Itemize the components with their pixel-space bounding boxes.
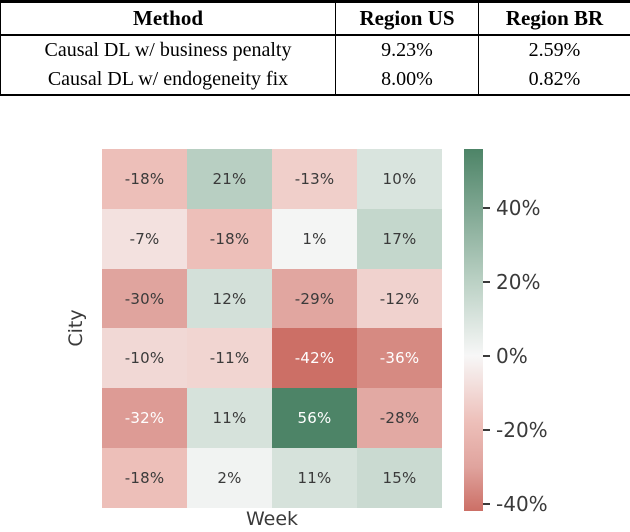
- colorbar-tick: [483, 280, 490, 283]
- table-row: Causal DL w/ business penalty 9.23% 2.59…: [1, 35, 630, 65]
- colorbar-gradient: [464, 149, 483, 511]
- table-header-row: Method Region US Region BR: [0, 1, 630, 36]
- colorbar-tick-label: 40%: [496, 196, 541, 221]
- heatmap-cell-r4c4: -36%: [357, 328, 442, 389]
- heatmap-cell-r6c3: 11%: [272, 448, 357, 508]
- heatmap-cell-r3c1: -30%: [102, 268, 187, 329]
- col-header-method: Method: [0, 1, 336, 36]
- colorbar-tick: [483, 354, 490, 357]
- region-us-cell: 9.23%: [335, 35, 479, 65]
- heatmap-cell-r4c1: -10%: [102, 328, 187, 389]
- y-axis-label: City: [65, 309, 87, 347]
- heatmap-cell-r4c2: -11%: [187, 328, 272, 389]
- col-header-region-us: Region US: [335, 1, 479, 36]
- method-cell: Causal DL w/ endogeneity fix: [47, 68, 289, 90]
- heatmap-cell-r1c1: -18%: [102, 149, 187, 209]
- heatmap-cell-r6c4: 15%: [357, 448, 442, 508]
- heatmap-grid: -18% 21% -13% 10% -7% -18% 1% 17% -30% 12% -29% -12…: [102, 149, 442, 508]
- heatmap-cell-r5c2: 11%: [187, 388, 272, 449]
- results-table: Method Region US Region BR Causal DL w/ …: [0, 0, 630, 96]
- heatmap-cell-r2c2: -18%: [187, 208, 272, 269]
- heatmap-cell-r2c1: -7%: [102, 208, 187, 269]
- heatmap-cell-r4c3: -42%: [272, 328, 357, 389]
- heatmap-cell-r5c4: -28%: [357, 388, 442, 449]
- heatmap-cell-r1c3: -13%: [272, 149, 357, 209]
- heatmap-cell-r1c2: 21%: [187, 149, 272, 209]
- heatmap-cell-r1c4: 10%: [357, 149, 442, 209]
- region-br-cell: 2.59%: [478, 35, 630, 65]
- heatmap-cell-r2c4: 17%: [357, 208, 442, 269]
- heatmap-cell-r2c3: 1%: [272, 208, 357, 269]
- colorbar-ticks: 40% 20% 0% -20% -40%: [483, 149, 583, 516]
- colorbar-tick-label: 20%: [496, 269, 541, 294]
- colorbar-tick: [483, 207, 490, 210]
- region-us-cell: 8.00%: [335, 65, 479, 95]
- method-cell: Causal DL w/ business penalty: [44, 39, 292, 61]
- table-row: Causal DL w/ endogeneity fix 8.00% 0.82%: [1, 65, 630, 95]
- heatmap-cell-r5c3: 56%: [272, 388, 357, 449]
- heatmap-cell-r3c2: 12%: [187, 268, 272, 329]
- colorbar-tick-label: 0%: [496, 343, 528, 368]
- colorbar-tick-label: -40%: [496, 491, 548, 516]
- col-header-region-br: Region BR: [478, 1, 630, 36]
- colorbar-tick: [483, 502, 490, 505]
- x-axis-label: Week: [245, 508, 299, 530]
- heatmap-cell-r5c1: -32%: [102, 388, 187, 449]
- heatmap-cell-r3c4: -12%: [357, 268, 442, 329]
- heatmap-cell-r3c3: -29%: [272, 268, 357, 329]
- heatmap-cell-r6c2: 2%: [187, 448, 272, 508]
- colorbar-tick: [483, 428, 490, 431]
- colorbar-tick-label: -20%: [496, 417, 548, 442]
- region-br-cell: 0.82%: [478, 65, 630, 95]
- heatmap-cell-r6c1: -18%: [102, 448, 187, 508]
